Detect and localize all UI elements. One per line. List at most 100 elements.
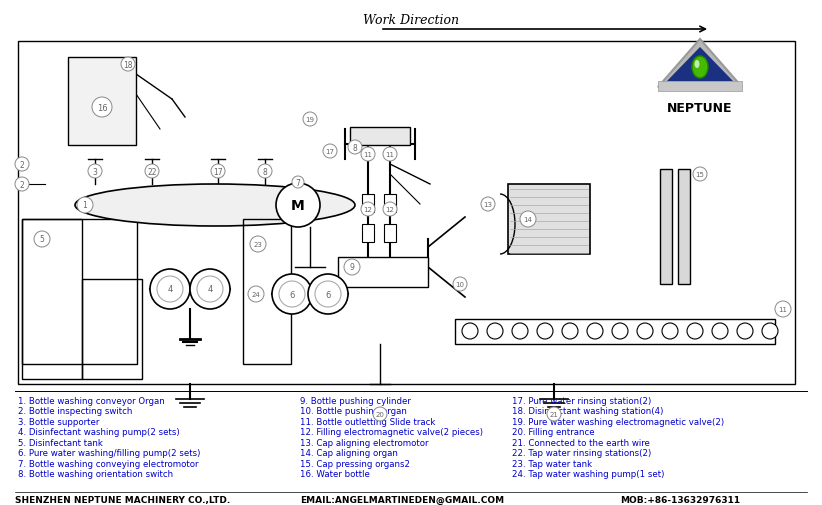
Circle shape: [157, 276, 183, 302]
Text: 16. Water bottle: 16. Water bottle: [300, 470, 370, 479]
Bar: [82, 279, 142, 379]
Circle shape: [197, 276, 223, 302]
Circle shape: [315, 281, 341, 308]
Circle shape: [292, 177, 304, 189]
Text: 3: 3: [93, 167, 98, 176]
Bar: [22, 220, 82, 379]
Text: MOB:+86-13632976311: MOB:+86-13632976311: [620, 495, 740, 504]
Text: 12. Filling electromagnetic valve(2 pieces): 12. Filling electromagnetic valve(2 piec…: [300, 428, 483, 437]
Circle shape: [662, 323, 678, 339]
Text: 17: 17: [213, 167, 223, 176]
Bar: [362, 194, 374, 213]
Circle shape: [258, 165, 272, 179]
Text: 4: 4: [168, 285, 173, 294]
Text: Work Direction: Work Direction: [363, 14, 459, 27]
Text: 11: 11: [363, 152, 372, 158]
Circle shape: [487, 323, 503, 339]
Ellipse shape: [695, 61, 700, 69]
Circle shape: [562, 323, 578, 339]
Text: 14: 14: [524, 217, 533, 223]
Text: EMAIL:ANGELMARTINEDEN@GMAIL.COM: EMAIL:ANGELMARTINEDEN@GMAIL.COM: [300, 495, 504, 504]
Bar: [508, 185, 590, 255]
Text: 2: 2: [20, 180, 25, 189]
Text: 2: 2: [20, 160, 25, 169]
Text: 11: 11: [386, 152, 395, 158]
Text: 12: 12: [386, 207, 395, 213]
Bar: [243, 220, 291, 364]
Circle shape: [308, 274, 348, 315]
Text: 3. Bottle supporter: 3. Bottle supporter: [18, 417, 99, 426]
Text: 11: 11: [778, 307, 787, 313]
Text: 5. Disinfectant tank: 5. Disinfectant tank: [18, 438, 103, 447]
Text: 8: 8: [353, 143, 358, 152]
Circle shape: [383, 203, 397, 217]
Circle shape: [373, 407, 387, 421]
Text: 16: 16: [97, 104, 108, 112]
Text: 22: 22: [147, 167, 157, 176]
Text: 17. Pure water rinsing station(2): 17. Pure water rinsing station(2): [512, 396, 651, 405]
Bar: [455, 319, 775, 344]
Bar: [658, 82, 742, 92]
Bar: [384, 225, 396, 242]
Text: 21. Connected to the earth wire: 21. Connected to the earth wire: [512, 438, 650, 447]
Bar: [660, 170, 672, 284]
Text: 8. Bottle washing orientation switch: 8. Bottle washing orientation switch: [18, 470, 173, 479]
Circle shape: [587, 323, 603, 339]
Circle shape: [481, 197, 495, 212]
Circle shape: [77, 197, 93, 214]
Circle shape: [272, 274, 312, 315]
Text: 10. Bottle pushing organ: 10. Bottle pushing organ: [300, 407, 407, 416]
Text: 23: 23: [253, 241, 262, 247]
Circle shape: [15, 178, 29, 191]
Ellipse shape: [692, 57, 708, 79]
Circle shape: [383, 147, 397, 162]
Text: 9: 9: [349, 263, 354, 272]
Bar: [678, 170, 690, 284]
Circle shape: [512, 323, 528, 339]
Circle shape: [361, 147, 375, 162]
Circle shape: [303, 113, 317, 127]
Text: 19. Pure water washing electromagnetic valve(2): 19. Pure water washing electromagnetic v…: [512, 417, 724, 426]
Circle shape: [637, 323, 653, 339]
Bar: [68, 58, 136, 146]
Text: 20. Filling entrance: 20. Filling entrance: [512, 428, 594, 437]
Text: 6. Pure water washing/filling pump(2 sets): 6. Pure water washing/filling pump(2 set…: [18, 448, 201, 458]
Text: 24. Tap water washing pump(1 set): 24. Tap water washing pump(1 set): [512, 470, 664, 479]
Text: 17: 17: [326, 148, 335, 155]
Bar: [362, 225, 374, 242]
Text: NEPTUNE: NEPTUNE: [667, 102, 732, 115]
Bar: [338, 258, 428, 287]
Text: 23. Tap water tank: 23. Tap water tank: [512, 459, 592, 468]
Circle shape: [279, 281, 305, 308]
Text: 24: 24: [252, 291, 261, 297]
Text: 11. Bottle outletting Slide track: 11. Bottle outletting Slide track: [300, 417, 436, 426]
Circle shape: [361, 203, 375, 217]
Circle shape: [537, 323, 553, 339]
Polygon shape: [658, 40, 742, 88]
Text: 14. Cap aligning organ: 14. Cap aligning organ: [300, 448, 398, 458]
Circle shape: [88, 165, 102, 179]
Text: 10: 10: [455, 281, 464, 287]
Circle shape: [612, 323, 628, 339]
Text: 4: 4: [207, 285, 213, 294]
Circle shape: [323, 145, 337, 159]
Circle shape: [775, 301, 791, 317]
Text: 19: 19: [306, 117, 315, 123]
Text: 15. Cap pressing organs2: 15. Cap pressing organs2: [300, 459, 410, 468]
Circle shape: [121, 58, 135, 72]
Text: 22. Tap water rinsing stations(2): 22. Tap water rinsing stations(2): [512, 448, 651, 458]
Circle shape: [150, 270, 190, 310]
Circle shape: [687, 323, 703, 339]
Polygon shape: [667, 48, 733, 82]
Circle shape: [248, 286, 264, 302]
Text: 7. Bottle washing conveying electromotor: 7. Bottle washing conveying electromotor: [18, 459, 198, 468]
Text: M: M: [291, 198, 305, 213]
Circle shape: [547, 407, 561, 421]
Text: 18. Disinfectant washing station(4): 18. Disinfectant washing station(4): [512, 407, 663, 416]
Text: 18: 18: [123, 61, 132, 69]
Bar: [22, 220, 137, 364]
Circle shape: [34, 231, 50, 247]
Bar: [18, 42, 795, 384]
Text: 1. Bottle washing conveyor Organ: 1. Bottle washing conveyor Organ: [18, 396, 164, 405]
Text: 12: 12: [363, 207, 372, 213]
